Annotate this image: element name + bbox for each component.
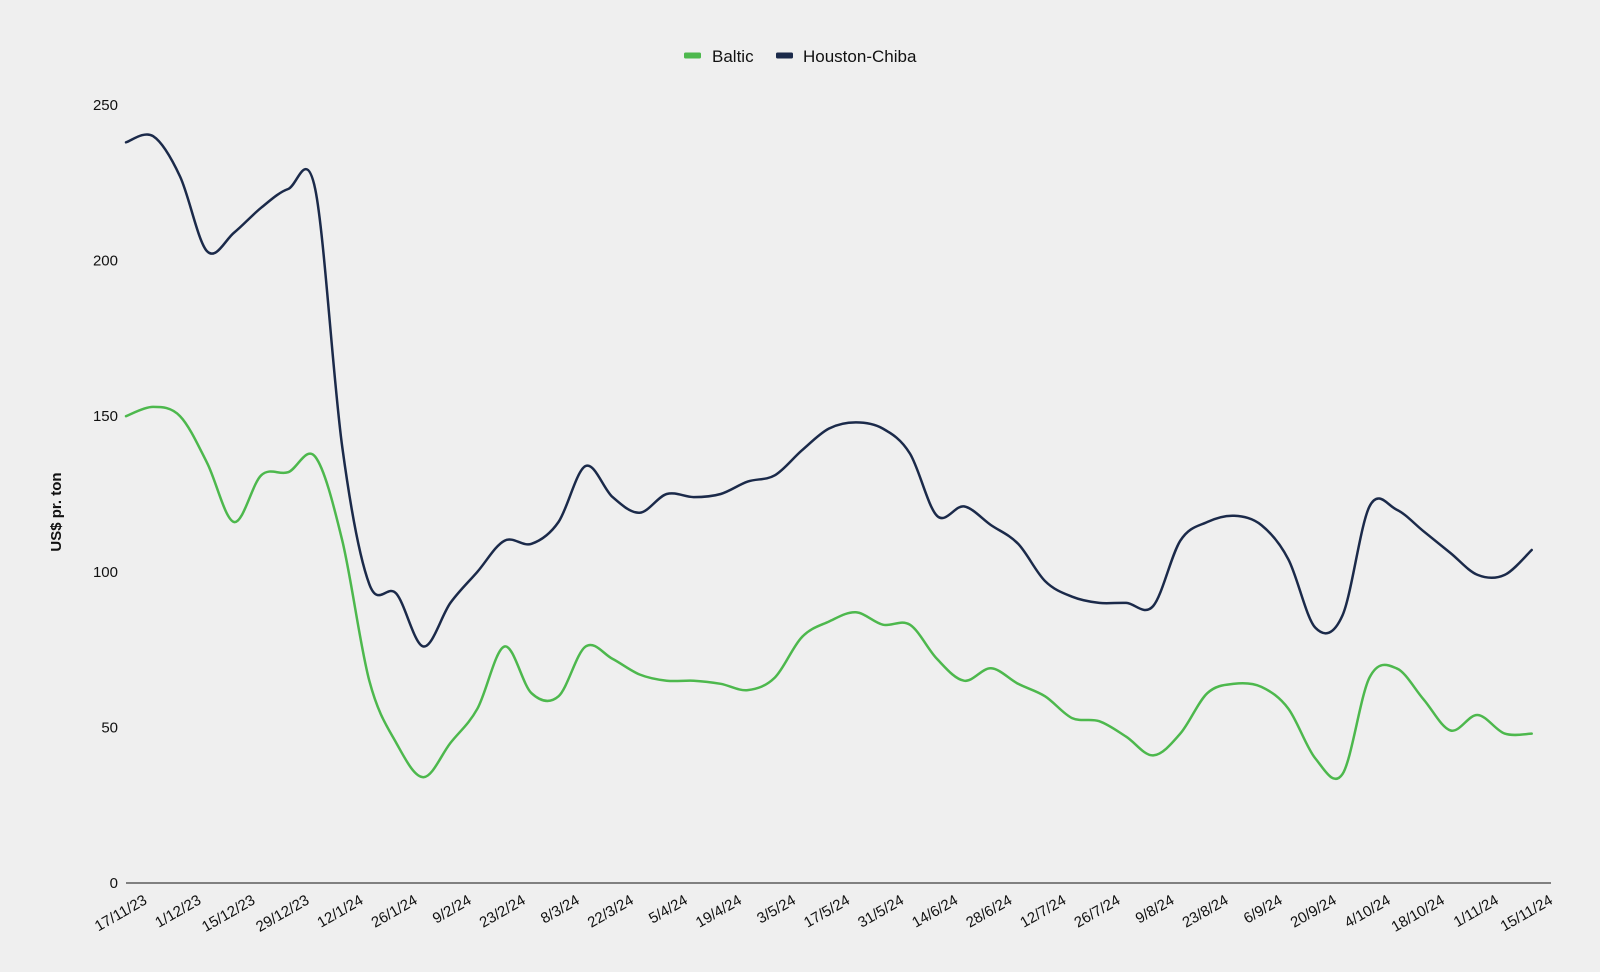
x-tick-label: 15/12/23 <box>199 892 258 936</box>
x-tick-label: 17/11/23 <box>92 892 150 935</box>
y-tick-label: 200 <box>93 253 118 270</box>
legend-label-baltic: Baltic <box>712 47 754 66</box>
y-tick-label: 250 <box>93 97 118 114</box>
x-tick-label: 18/10/24 <box>1388 892 1447 936</box>
legend-label-houston-chiba: Houston-Chiba <box>803 47 917 66</box>
x-tick-label: 14/6/24 <box>909 892 961 932</box>
x-tick-label: 23/8/24 <box>1179 892 1231 932</box>
x-tick-label: 6/9/24 <box>1241 892 1286 928</box>
x-tick-label: 3/5/24 <box>754 892 799 928</box>
x-tick-label: 28/6/24 <box>963 892 1015 932</box>
x-tick-label: 8/3/24 <box>538 892 583 928</box>
y-axis-title: US$ pr. ton <box>48 472 65 551</box>
x-tick-label: 20/9/24 <box>1288 892 1340 932</box>
series-line-houston-chiba <box>124 133 1533 648</box>
x-tick-label: 23/2/24 <box>477 892 529 932</box>
x-tick-label: 1/11/24 <box>1451 892 1502 931</box>
x-tick-label: 22/3/24 <box>585 892 637 932</box>
x-tick-label: 9/8/24 <box>1133 892 1178 928</box>
legend-swatch-houston-chiba <box>776 52 793 59</box>
x-tick-label: 26/7/24 <box>1071 892 1123 932</box>
x-tick-label: 26/1/24 <box>368 892 420 932</box>
x-tick-label: 5/4/24 <box>646 892 691 928</box>
x-tick-label: 4/10/24 <box>1342 892 1394 932</box>
x-tick-label: 1/12/23 <box>152 892 204 932</box>
x-tick-label: 15/11/24 <box>1498 892 1556 935</box>
y-tick-label: 100 <box>93 564 118 581</box>
y-tick-label: 50 <box>101 719 118 736</box>
legend-swatch-baltic <box>684 52 701 59</box>
x-tick-label: 31/5/24 <box>855 892 907 932</box>
x-tick-label: 9/2/24 <box>430 892 475 928</box>
x-tick-label: 29/12/23 <box>253 892 312 936</box>
y-tick-label: 0 <box>110 875 118 892</box>
x-tick-label: 17/5/24 <box>801 892 853 932</box>
x-tick-label: 19/4/24 <box>693 892 745 932</box>
legend: Baltic Houston-Chiba <box>684 47 917 66</box>
y-tick-label: 150 <box>93 408 118 425</box>
x-tick-label: 12/7/24 <box>1017 892 1069 932</box>
x-tick-label: 12/1/24 <box>314 892 366 932</box>
y-axis-ticks: 0 50 100 150 200 250 <box>93 97 118 892</box>
series-layer <box>124 133 1533 781</box>
series-line-baltic <box>124 405 1533 781</box>
